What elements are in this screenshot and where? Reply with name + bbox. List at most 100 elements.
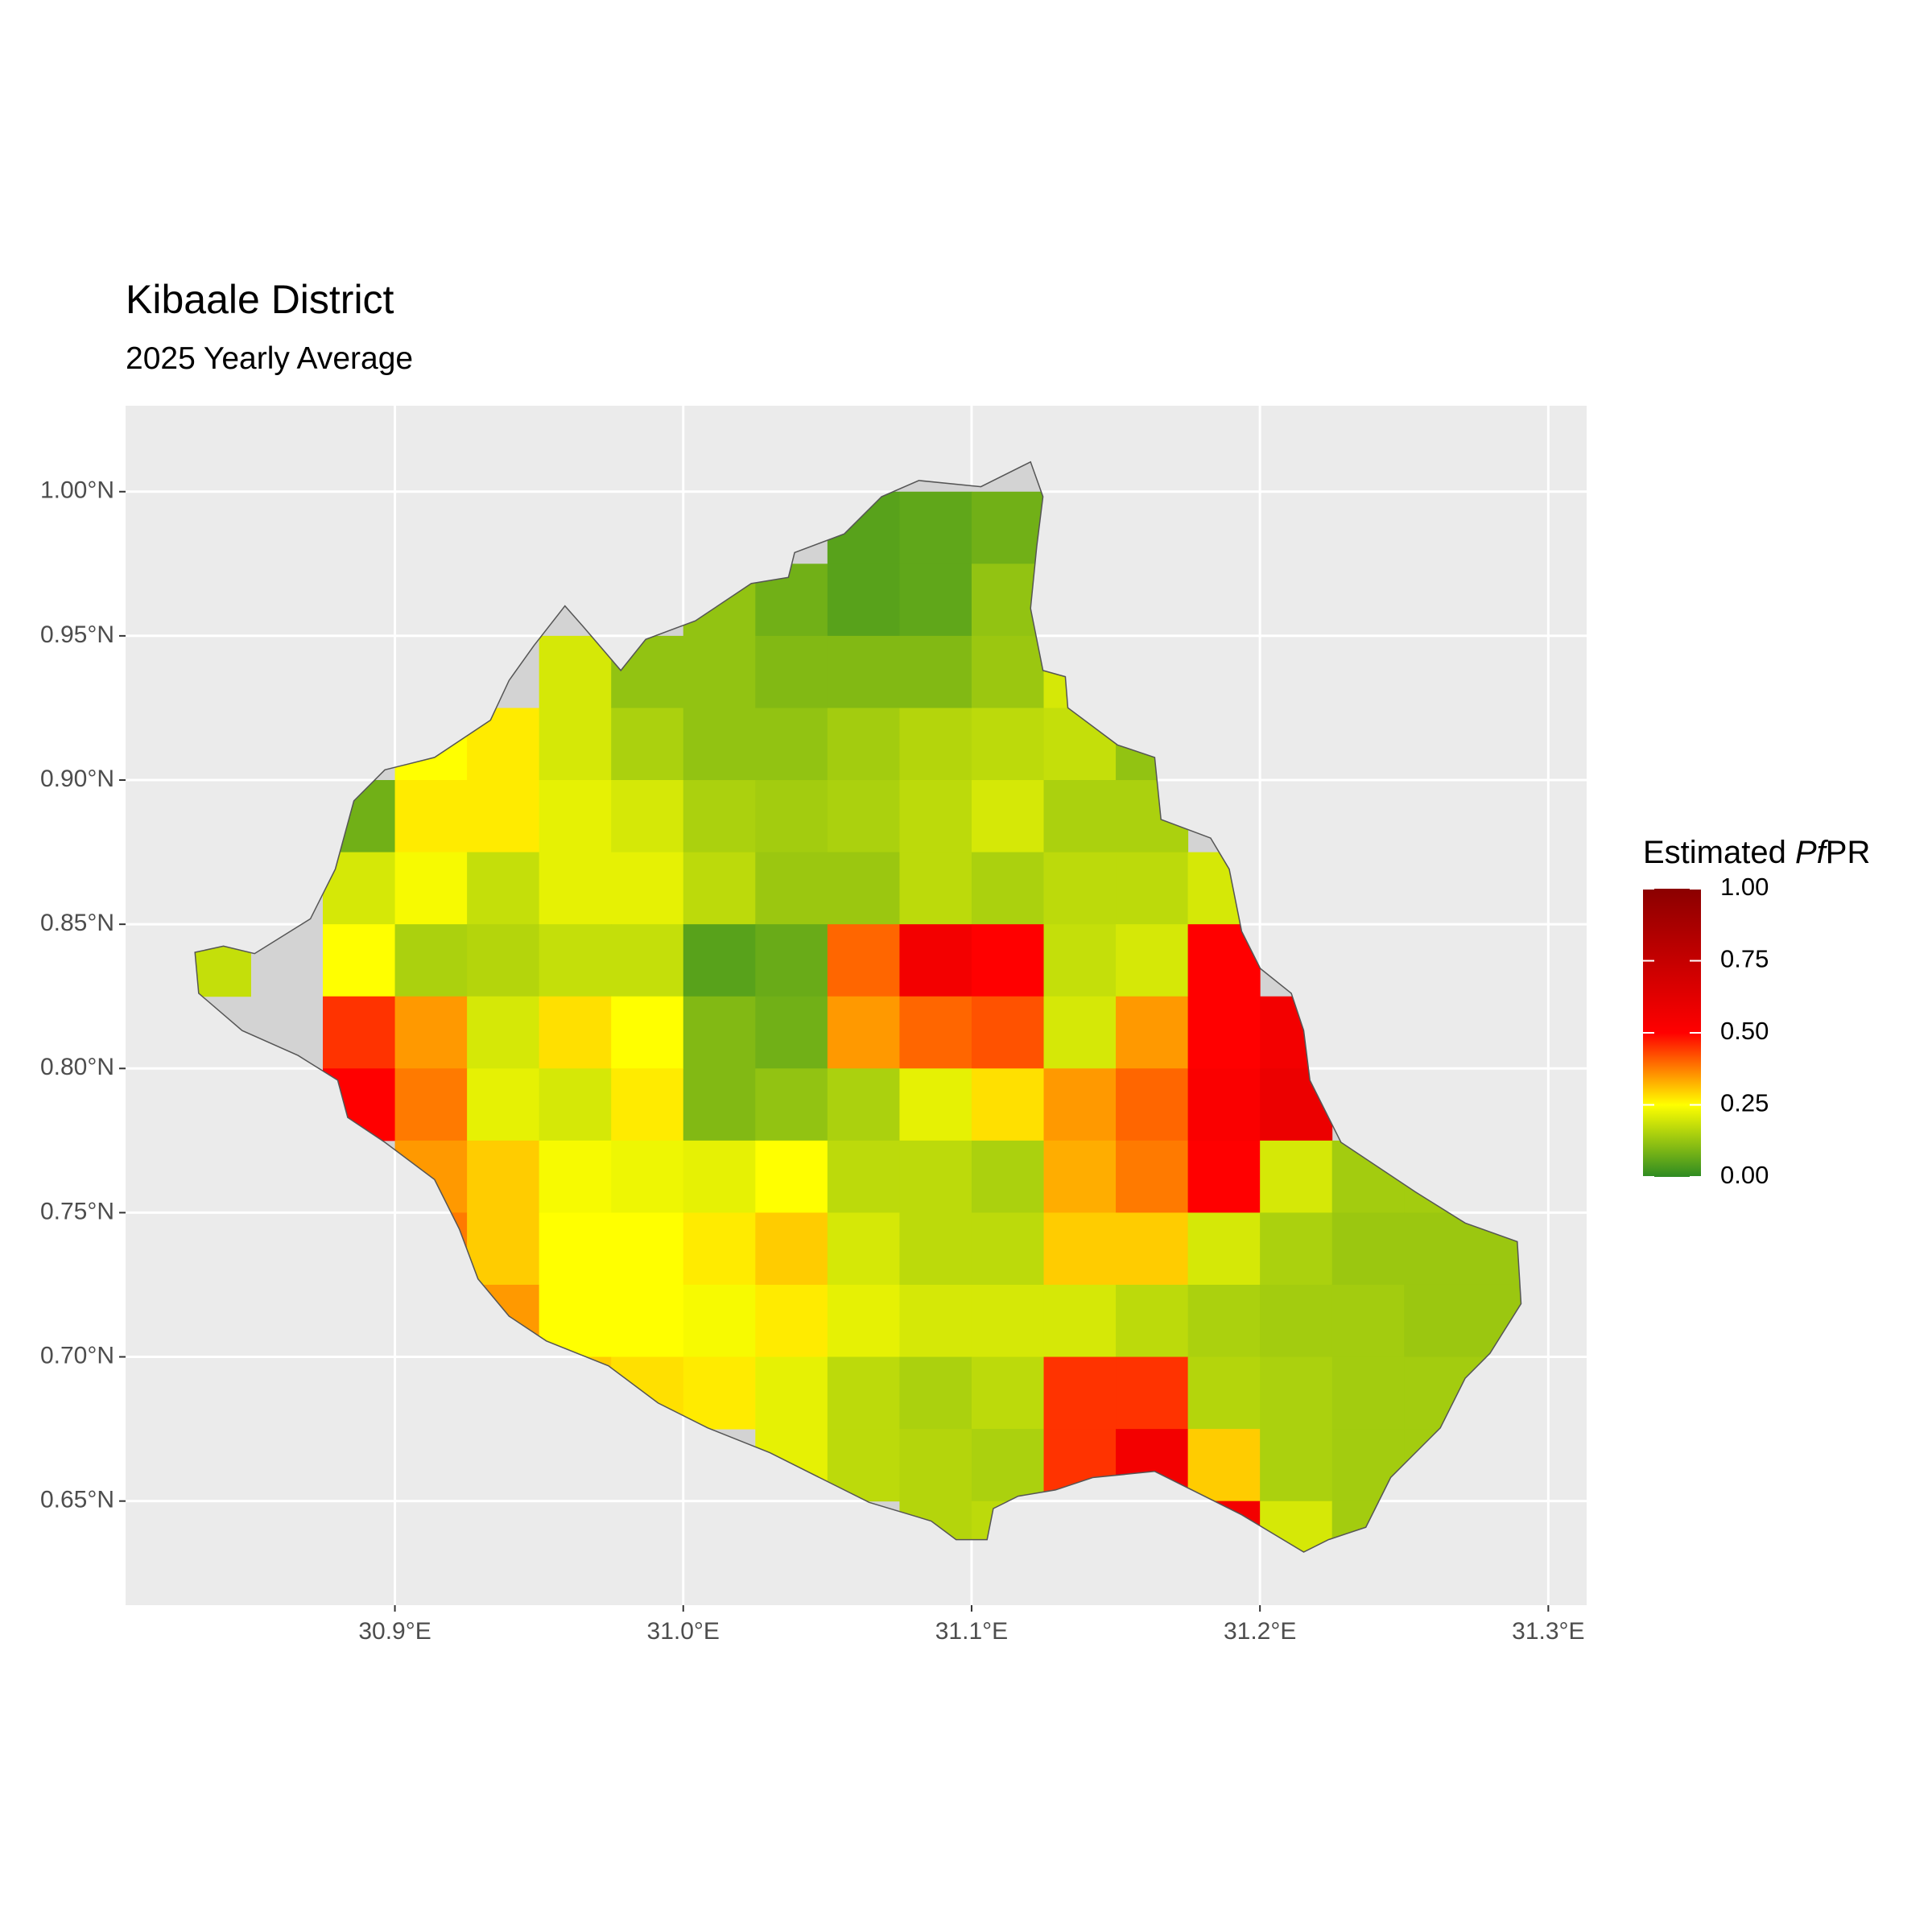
raster-cell (899, 1356, 972, 1430)
legend-tick-label: 0.50 (1720, 1017, 1769, 1045)
raster-cell (971, 635, 1045, 708)
raster-cell (899, 1068, 972, 1141)
y-tick-label: 0.90°N (40, 766, 114, 792)
legend-title-prefix: Estimated (1643, 835, 1795, 870)
raster-cell (394, 780, 468, 853)
raster-cell (394, 996, 468, 1069)
raster-cell (539, 996, 612, 1069)
legend-tick-label: 0.75 (1720, 945, 1769, 973)
raster-cell (611, 852, 684, 925)
raster-cell (755, 708, 828, 781)
raster-cell (827, 996, 900, 1069)
raster-cell (755, 1356, 828, 1430)
raster-cell (1116, 852, 1189, 925)
raster-cell (899, 635, 972, 708)
raster-cell (827, 924, 900, 997)
raster-cell (827, 1284, 900, 1358)
legend-title-italic: Pf (1795, 835, 1829, 870)
raster-cell (899, 1429, 972, 1502)
raster-cell (971, 1429, 1045, 1502)
raster-cell (1043, 1356, 1117, 1430)
raster-cell (1187, 1212, 1261, 1286)
raster-cell (1116, 1356, 1189, 1430)
raster-cell (971, 1212, 1045, 1286)
legend-title: Estimated PfPR (1643, 835, 1870, 870)
raster-cell (899, 1284, 972, 1358)
raster-cell (971, 780, 1045, 853)
raster-cell (539, 635, 612, 708)
raster-cell (755, 1284, 828, 1358)
raster-cell (611, 1068, 684, 1141)
raster-cell (1116, 1068, 1189, 1141)
raster-cell (827, 1140, 900, 1213)
raster-cell (1260, 1429, 1333, 1502)
district-border (194, 460, 1522, 1553)
raster-cell (683, 852, 756, 925)
raster-cell (971, 924, 1045, 997)
y-tick-label: 0.85°N (40, 910, 114, 936)
raster-cell (1043, 1284, 1117, 1358)
raster-cell (539, 780, 612, 853)
raster-cell (1116, 924, 1189, 997)
raster-cell (1043, 996, 1117, 1069)
raster-cell (899, 491, 972, 564)
raster-cell (971, 491, 1045, 564)
x-tick-label: 31.3°E (1512, 1618, 1584, 1645)
raster-cell (1043, 780, 1117, 853)
raster-cell (1187, 1356, 1261, 1430)
raster-cell (683, 1284, 756, 1358)
raster-cell (1331, 1284, 1405, 1358)
raster-cell (394, 924, 468, 997)
raster-cell (755, 1140, 828, 1213)
raster-cell (394, 852, 468, 925)
y-tick-label: 0.75°N (40, 1198, 114, 1224)
raster-cell (683, 1212, 756, 1286)
raster-cell (611, 996, 684, 1069)
raster-cell (755, 1212, 828, 1286)
raster-cell (683, 635, 756, 708)
raster-cell (1043, 1212, 1117, 1286)
legend-tick-label: 0.00 (1720, 1161, 1769, 1189)
raster-cell (467, 852, 540, 925)
y-tick-label: 0.95°N (40, 621, 114, 648)
raster-cell (899, 924, 972, 997)
raster-cell (611, 1284, 684, 1358)
legend-tick-label: 1.00 (1720, 873, 1769, 901)
raster-cell (1043, 1068, 1117, 1141)
raster-cell (683, 1356, 756, 1430)
raster-cell (683, 1140, 756, 1213)
raster-cell (899, 852, 972, 925)
raster-cell (899, 1140, 972, 1213)
raster-cell (755, 996, 828, 1069)
raster-cell (827, 1212, 900, 1286)
raster-cell (683, 996, 756, 1069)
raster-cell (1187, 996, 1261, 1069)
raster-cell (1187, 1429, 1261, 1502)
raster-cell (755, 635, 828, 708)
raster-cell (1260, 1284, 1333, 1358)
raster-cell (1404, 1212, 1477, 1286)
raster-cell (1043, 924, 1117, 997)
raster-cell (971, 708, 1045, 781)
raster-cell (827, 564, 900, 637)
raster-cell (971, 1068, 1045, 1141)
raster-cell (539, 924, 612, 997)
raster-cell (755, 924, 828, 997)
raster-cell (1043, 852, 1117, 925)
raster-cell (683, 708, 756, 781)
raster-cell (1260, 1212, 1333, 1286)
raster-cell (539, 1212, 612, 1286)
raster-cell (899, 564, 972, 637)
raster-cell (467, 996, 540, 1069)
x-tick-label: 30.9°E (358, 1618, 431, 1645)
map-subtitle: 2025 Yearly Average (126, 341, 413, 376)
raster-cell (1260, 1140, 1333, 1213)
x-tick-label: 31.0°E (647, 1618, 720, 1645)
legend-title-suffix: PR (1826, 835, 1871, 870)
raster-cell (755, 852, 828, 925)
raster-cell (611, 1212, 684, 1286)
map-title: Kibaale District (126, 277, 394, 322)
raster-cell (827, 1356, 900, 1430)
